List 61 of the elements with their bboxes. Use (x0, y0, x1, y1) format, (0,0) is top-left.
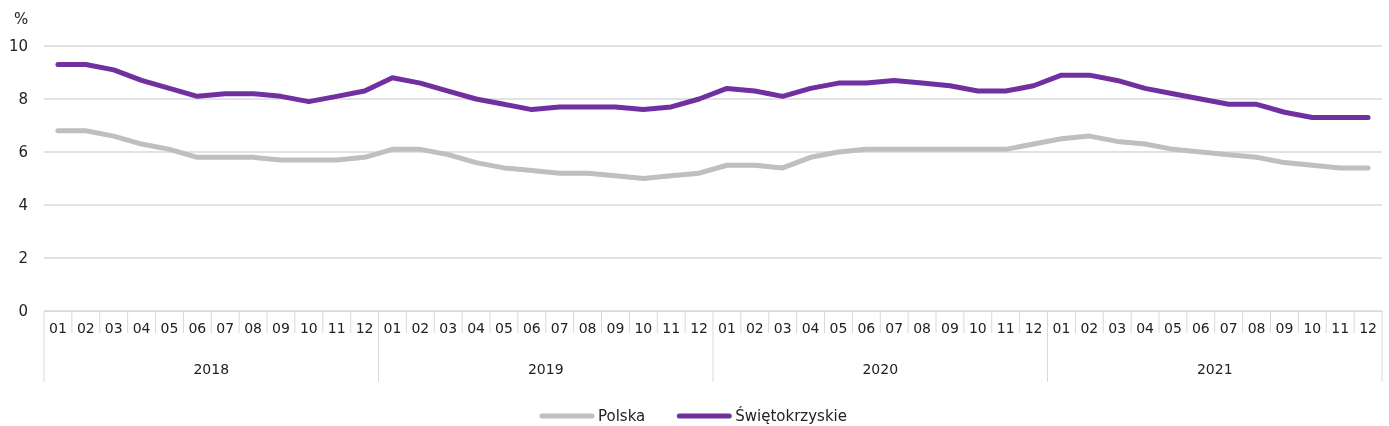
x-tick-label: 01 (49, 319, 67, 336)
x-tick-label: 02 (745, 319, 764, 336)
x-tick-label: 08 (913, 319, 931, 336)
x-tick-label: 01 (1052, 319, 1071, 336)
y-tick-label: 0 (18, 302, 28, 321)
y-tick-label: 10 (8, 37, 28, 56)
x-tick-label: 07 (216, 319, 235, 336)
x-tick-label: 04 (801, 319, 820, 336)
x-tick-label: 03 (439, 319, 458, 336)
y-tick-label: 8 (18, 90, 28, 109)
x-tick-label: 01 (383, 319, 402, 336)
x-tick-label: 05 (160, 319, 179, 336)
x-tick-label: 11 (327, 319, 346, 336)
y-tick-label: 4 (18, 196, 28, 215)
x-tick-label: 04 (132, 319, 151, 336)
x-tick-label: 08 (578, 319, 597, 336)
x-tick-label: 04 (1136, 319, 1155, 336)
text: 2020 (862, 361, 899, 377)
x-tick-label: 12 (1024, 319, 1043, 336)
x-tick-label: 03 (773, 319, 792, 336)
x-tick-label: 06 (522, 319, 541, 336)
x-tick-label: 09 (606, 319, 625, 336)
legend-label: Świętokrzyskie (735, 406, 848, 425)
legend-label: Polska (597, 407, 646, 425)
x-tick-label: 10 (968, 319, 987, 336)
x-tick-label: 09 (1275, 319, 1294, 336)
x-tick-label: 05 (495, 319, 513, 336)
x-tick-label: 07 (550, 319, 569, 336)
y-axis-title: % (14, 10, 29, 28)
x-tick-label: 12 (1359, 319, 1377, 336)
x-tick-label: 07 (1219, 319, 1238, 336)
x-tick-label: 10 (1303, 319, 1322, 336)
x-tick-label: 07 (885, 319, 904, 336)
x-tick-label: 09 (272, 319, 290, 336)
x-tick-label: 03 (104, 319, 123, 336)
x-tick-label: 05 (829, 319, 848, 336)
x-tick-label: 04 (467, 319, 486, 336)
x-tick-label: 06 (1191, 319, 1210, 336)
x-tick-label: 11 (1331, 319, 1350, 336)
x-tick-label: 06 (857, 319, 876, 336)
x-tick-label: 09 (941, 319, 959, 336)
x-tick-label: 06 (188, 319, 207, 336)
x-tick-label: 08 (244, 319, 262, 336)
text: 2018 (193, 361, 230, 377)
x-tick-label: 12 (690, 319, 708, 336)
text: 2021 (1196, 361, 1233, 377)
y-tick-label: 6 (18, 143, 28, 162)
x-tick-label: 01 (718, 319, 736, 336)
x-tick-label: 11 (662, 319, 681, 336)
x-tick-label: 02 (1080, 319, 1099, 336)
x-tick-label: 05 (1164, 319, 1182, 336)
x-tick-label: 02 (76, 319, 95, 336)
x-tick-label: 08 (1247, 319, 1266, 336)
x-tick-label: 12 (355, 319, 374, 336)
x-tick-label: 11 (996, 319, 1015, 336)
y-tick-label: 2 (18, 249, 28, 268)
text: 2019 (527, 361, 564, 377)
x-tick-label: 10 (299, 319, 318, 336)
x-tick-label: 10 (634, 319, 653, 336)
x-tick-label: 03 (1108, 319, 1127, 336)
x-tick-label: 02 (411, 319, 430, 336)
